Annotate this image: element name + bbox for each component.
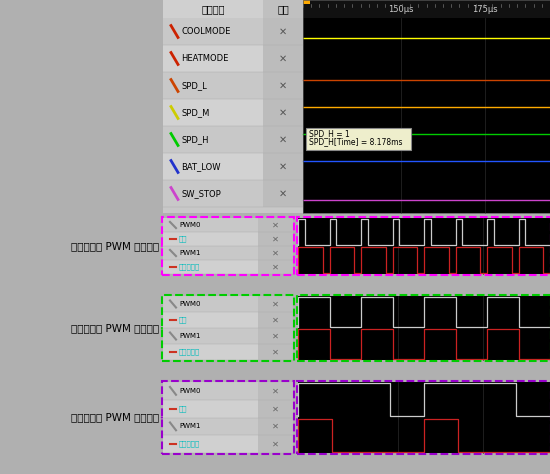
Bar: [306, 128, 411, 150]
Text: ✕: ✕: [272, 347, 279, 356]
Text: ✕: ✕: [279, 81, 287, 91]
Bar: [163, 18, 263, 45]
Text: PWM0: PWM0: [179, 222, 201, 228]
Bar: [163, 45, 263, 72]
Bar: [163, 153, 263, 180]
Bar: [163, 180, 263, 207]
Bar: [163, 218, 293, 274]
Text: 出風口風扇: 出風口風扇: [179, 441, 200, 447]
Bar: [303, 0, 550, 213]
Text: BAT_LOW: BAT_LOW: [181, 162, 221, 171]
Text: 中速降溫之 PWM 驅動訊號: 中速降溫之 PWM 驅動訊號: [71, 323, 159, 333]
Text: PWM1: PWM1: [179, 250, 201, 256]
Text: SPD_H: SPD_H: [181, 135, 208, 144]
Bar: [163, 296, 293, 360]
Text: ✕: ✕: [272, 248, 279, 257]
Text: ✕: ✕: [272, 316, 279, 325]
Text: ✕: ✕: [272, 263, 279, 272]
Bar: [263, 153, 303, 180]
Bar: [163, 328, 258, 344]
Text: 175μs: 175μs: [472, 4, 497, 13]
Bar: [258, 435, 293, 453]
Bar: [163, 232, 258, 246]
Text: PWM0: PWM0: [179, 388, 201, 394]
Bar: [163, 72, 263, 99]
Text: ✕: ✕: [272, 404, 279, 413]
Bar: [298, 218, 550, 274]
Text: PWM1: PWM1: [179, 333, 201, 339]
Bar: [258, 260, 293, 274]
Text: 孕渦: 孕渦: [179, 317, 188, 323]
Text: 孕渦: 孕渦: [179, 236, 188, 242]
Bar: [258, 382, 293, 400]
Bar: [263, 45, 303, 72]
Text: PWM1: PWM1: [179, 423, 201, 429]
Bar: [258, 296, 293, 312]
Text: 通道名稱: 通道名稱: [201, 4, 225, 14]
Bar: [258, 344, 293, 360]
Bar: [303, 0, 310, 4]
Bar: [163, 126, 263, 153]
Text: 低速降溫之 PWM 驅動訊號: 低速降溫之 PWM 驅動訊號: [71, 412, 159, 422]
Text: COOLMODE: COOLMODE: [181, 27, 230, 36]
Bar: [258, 312, 293, 328]
Text: 頑設: 頑設: [277, 4, 289, 14]
Bar: [163, 218, 258, 232]
Bar: [163, 0, 263, 18]
Bar: [303, 0, 550, 18]
Bar: [163, 312, 258, 328]
Bar: [298, 382, 550, 453]
Text: HEATMODE: HEATMODE: [181, 54, 228, 63]
Bar: [263, 126, 303, 153]
Bar: [163, 99, 263, 126]
Text: 高速降溫之 PWM 驅動訊號: 高速降溫之 PWM 驅動訊號: [71, 241, 159, 251]
Bar: [263, 99, 303, 126]
Text: ✕: ✕: [272, 386, 279, 395]
Text: ✕: ✕: [279, 108, 287, 118]
Bar: [163, 296, 258, 312]
Bar: [258, 218, 293, 232]
Text: ✕: ✕: [272, 439, 279, 448]
Bar: [298, 296, 550, 360]
Text: 出風口風扇: 出風口風扇: [179, 349, 200, 356]
Bar: [258, 232, 293, 246]
Text: SPD_M: SPD_M: [181, 108, 210, 117]
Text: ✕: ✕: [272, 220, 279, 229]
Text: SPD_H = 1: SPD_H = 1: [309, 129, 350, 138]
Text: ✕: ✕: [272, 235, 279, 244]
Text: SPD_L: SPD_L: [181, 81, 207, 90]
Text: ✕: ✕: [279, 27, 287, 36]
Bar: [163, 382, 293, 453]
Text: ✕: ✕: [272, 300, 279, 309]
Text: ✕: ✕: [272, 422, 279, 431]
Text: ✕: ✕: [272, 331, 279, 340]
Bar: [258, 418, 293, 435]
Bar: [258, 246, 293, 260]
Bar: [163, 344, 258, 360]
Bar: [163, 435, 258, 453]
Bar: [163, 418, 258, 435]
Text: 150μs: 150μs: [388, 4, 413, 13]
Text: SW_STOP: SW_STOP: [181, 189, 221, 198]
Bar: [163, 246, 258, 260]
Bar: [263, 72, 303, 99]
Bar: [303, 0, 550, 213]
Text: ✕: ✕: [279, 189, 287, 199]
Bar: [263, 0, 303, 18]
Bar: [163, 260, 258, 274]
Bar: [263, 18, 303, 45]
Bar: [258, 328, 293, 344]
Bar: [263, 180, 303, 207]
Text: 孕渦: 孕渦: [179, 405, 188, 412]
Bar: [163, 0, 303, 213]
Text: 出風口風扇: 出風口風扇: [179, 264, 200, 270]
Text: ✕: ✕: [279, 135, 287, 145]
Bar: [163, 382, 258, 400]
Text: SPD_H[Time] = 8.178ms: SPD_H[Time] = 8.178ms: [309, 137, 403, 146]
Text: PWM0: PWM0: [179, 301, 201, 307]
Text: ✕: ✕: [279, 54, 287, 64]
Bar: [163, 400, 258, 418]
Text: ✕: ✕: [279, 162, 287, 172]
Bar: [258, 400, 293, 418]
